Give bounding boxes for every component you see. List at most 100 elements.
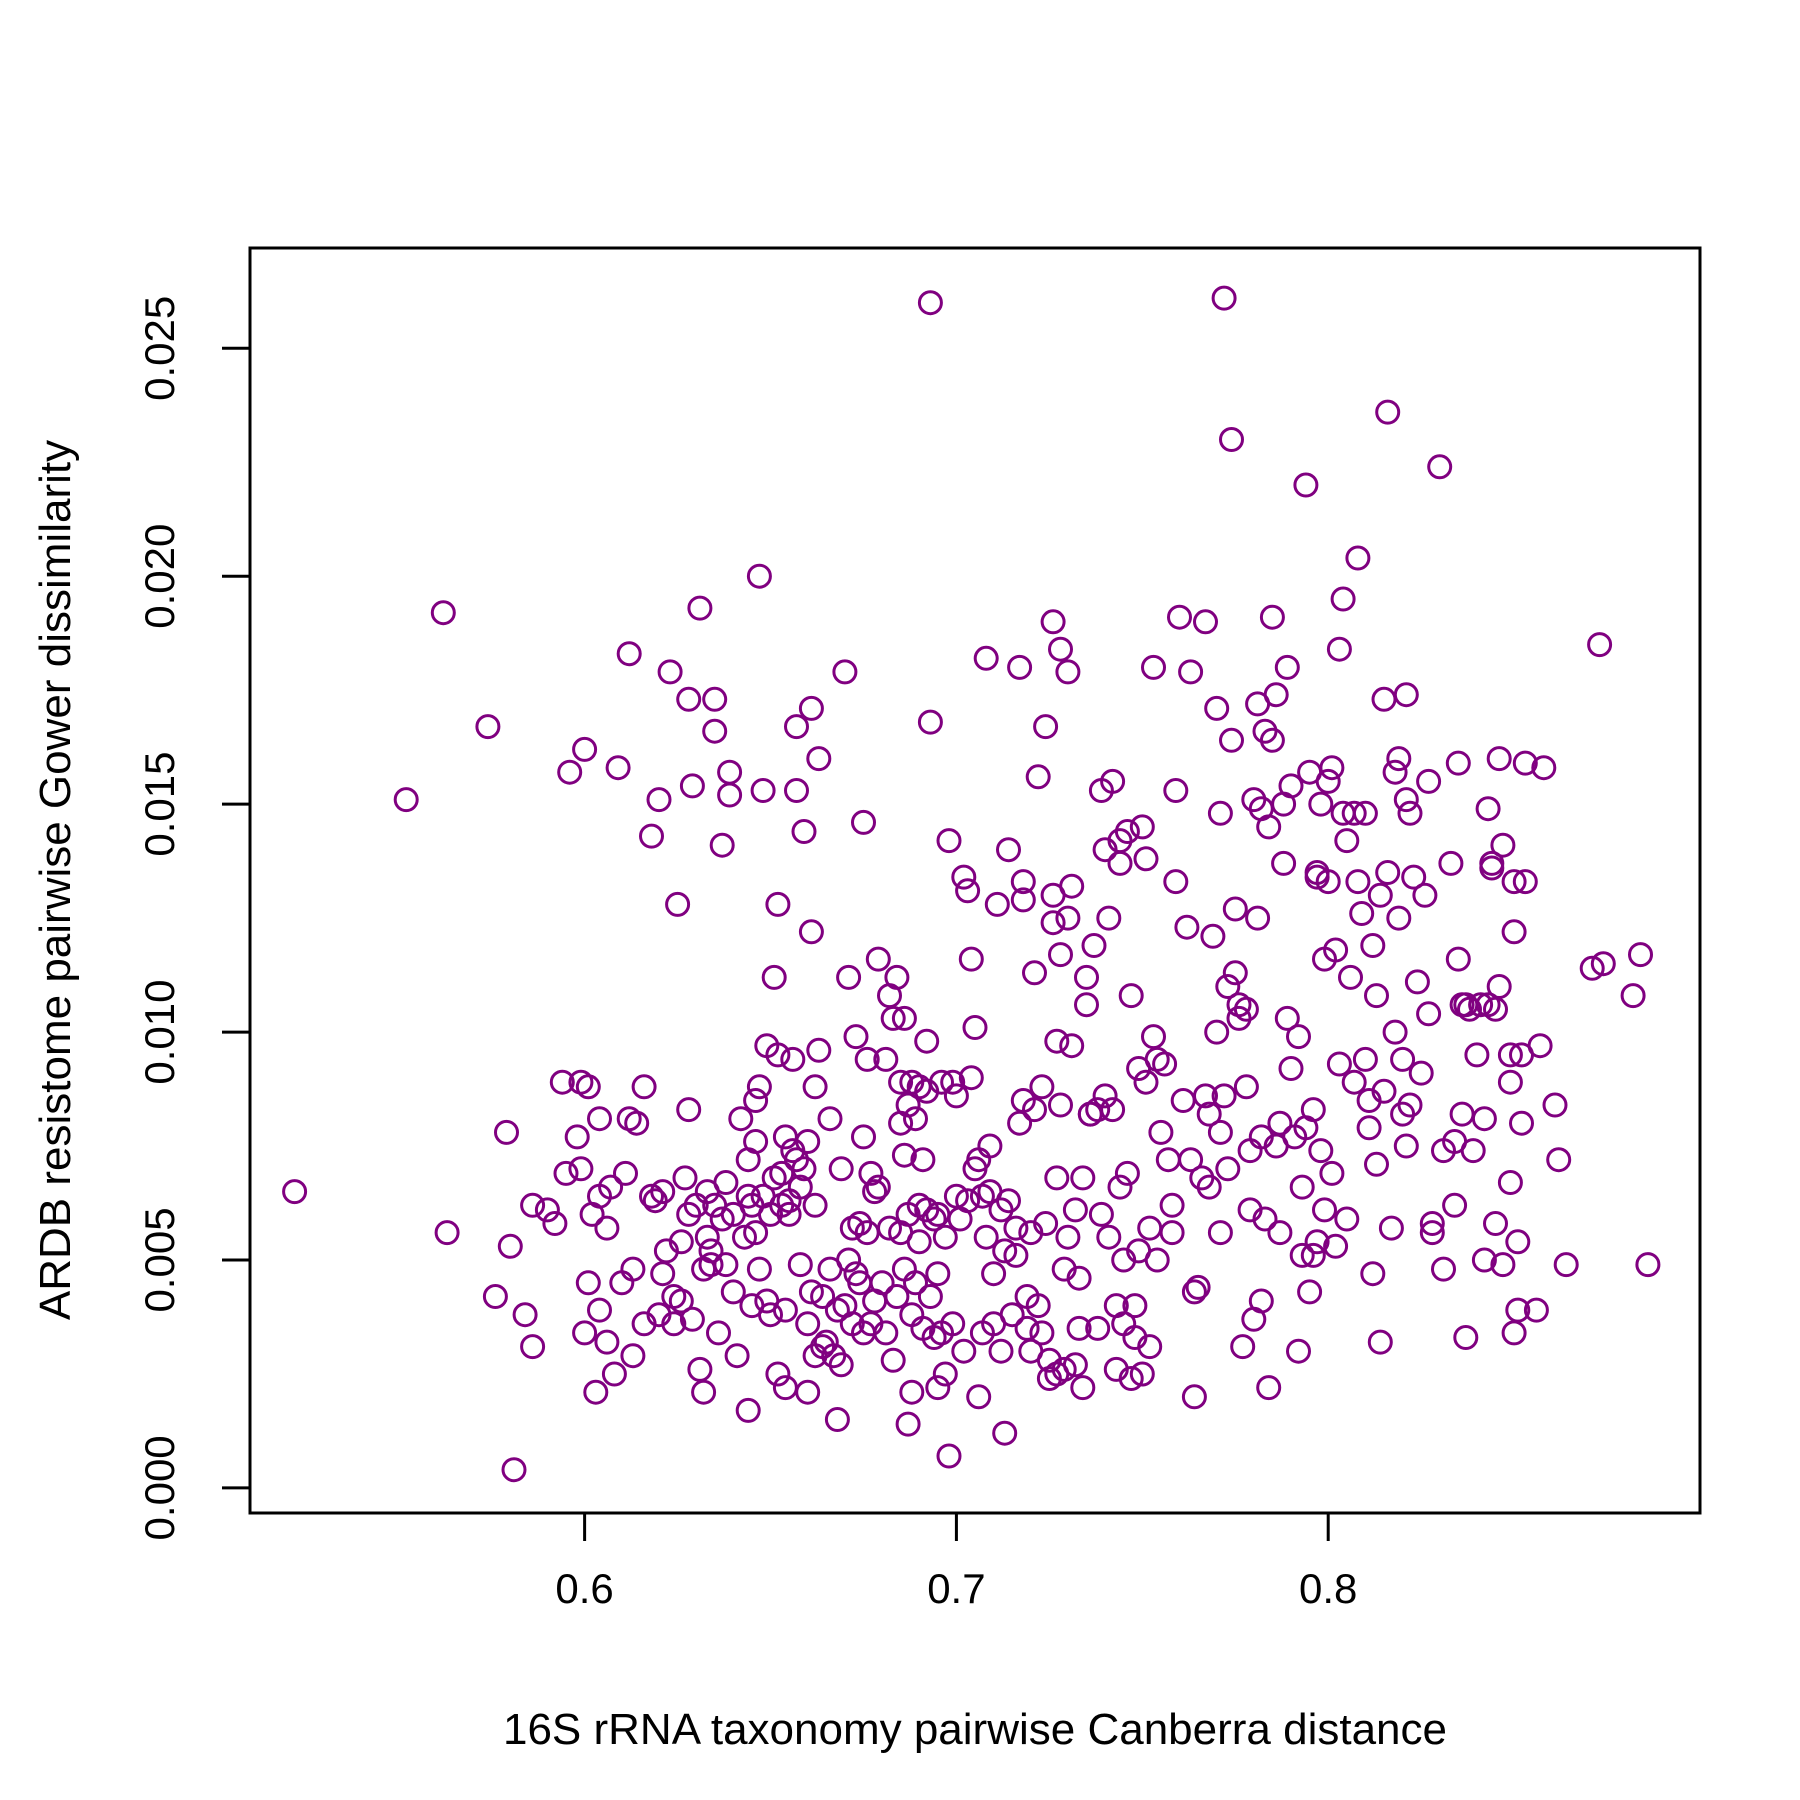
data-point — [1587, 632, 1613, 658]
data-point — [1178, 659, 1204, 685]
data-point — [713, 1170, 739, 1195]
data-point — [1271, 850, 1297, 876]
data-point — [813, 1329, 839, 1355]
data-point — [1360, 1261, 1386, 1287]
data-point — [1523, 1297, 1549, 1323]
data-point — [1382, 1019, 1408, 1045]
data-point — [687, 595, 713, 621]
data-point — [1159, 1192, 1185, 1218]
data-point — [795, 1129, 821, 1154]
data-point — [1416, 768, 1442, 794]
data-point — [888, 1069, 914, 1095]
data-point — [1416, 1001, 1442, 1027]
data-point — [1204, 695, 1230, 721]
data-point — [1475, 796, 1501, 822]
data-point — [717, 782, 743, 808]
data-point — [1334, 828, 1360, 854]
data-point — [1207, 1220, 1233, 1246]
data-point — [1066, 1315, 1092, 1341]
data-point — [891, 1256, 917, 1282]
data-point — [620, 1343, 646, 1369]
data-point — [702, 686, 728, 712]
data-point — [1025, 764, 1051, 790]
y-tick-label: 0.005 — [136, 1207, 183, 1312]
data-point — [955, 878, 981, 904]
data-point — [743, 1220, 769, 1246]
data-point — [865, 1174, 891, 1200]
data-point — [1326, 1051, 1352, 1077]
data-point — [1059, 1033, 1085, 1059]
data-point — [966, 1384, 992, 1410]
x-tick-label: 0.6 — [555, 1565, 613, 1612]
data-point — [1393, 1133, 1419, 1159]
data-point — [1062, 1352, 1088, 1378]
data-point — [1003, 1215, 1029, 1241]
data-point — [1152, 1051, 1178, 1077]
data-point — [1033, 714, 1059, 740]
data-point — [1590, 951, 1616, 977]
data-point — [1375, 860, 1401, 885]
data-point — [1497, 1170, 1523, 1195]
data-point — [1263, 682, 1289, 708]
data-point — [798, 919, 824, 945]
data-point — [1300, 1242, 1326, 1268]
data-point — [668, 1288, 694, 1314]
data-point — [393, 787, 419, 813]
data-point — [932, 1361, 958, 1387]
data-point — [795, 1379, 821, 1405]
data-point — [1326, 636, 1352, 662]
data-point — [549, 1069, 575, 1095]
data-point — [520, 1334, 546, 1360]
data-point — [557, 759, 583, 785]
data-point — [780, 1046, 806, 1072]
data-point — [936, 1443, 962, 1469]
data-point — [1007, 654, 1033, 680]
data-point — [672, 1165, 698, 1191]
data-point — [917, 1284, 943, 1309]
data-point — [1252, 1206, 1278, 1232]
data-point — [765, 891, 791, 917]
data-point — [992, 1420, 1018, 1446]
data-point — [798, 1279, 824, 1305]
data-point — [1219, 727, 1244, 753]
data-point — [1107, 850, 1133, 876]
data-point — [1274, 654, 1300, 680]
data-point — [587, 1106, 612, 1132]
data-point — [1338, 964, 1363, 990]
data-point — [1237, 1138, 1263, 1164]
data-point — [1062, 1197, 1088, 1223]
data-point — [1278, 773, 1304, 799]
data-point — [1181, 1384, 1207, 1410]
data-point — [1412, 882, 1438, 908]
data-point — [746, 1256, 772, 1282]
data-point — [1349, 901, 1375, 926]
data-point — [1531, 755, 1557, 781]
data-point — [735, 1397, 761, 1423]
data-point — [1471, 1247, 1497, 1273]
data-point — [1501, 1320, 1527, 1346]
data-point — [1304, 864, 1330, 890]
y-tick-label: 0.000 — [136, 1435, 183, 1540]
y-tick-label: 0.020 — [136, 524, 183, 629]
data-point — [613, 1160, 638, 1186]
data-point — [1219, 427, 1244, 452]
data-point — [873, 1046, 899, 1072]
data-point — [854, 1046, 880, 1072]
data-point — [962, 1015, 988, 1040]
data-point — [1193, 609, 1218, 635]
data-point — [620, 1256, 646, 1282]
data-point — [1196, 1101, 1222, 1127]
data-point — [984, 891, 1010, 917]
data-point — [758, 1302, 783, 1328]
data-point — [1289, 1174, 1315, 1200]
data-point — [836, 1247, 862, 1273]
data-point — [1445, 946, 1471, 972]
data-point — [698, 1252, 724, 1278]
data-point — [1211, 285, 1237, 311]
data-point — [575, 1270, 601, 1296]
data-point — [1085, 1097, 1111, 1123]
data-point — [988, 1338, 1014, 1364]
data-point — [1167, 604, 1192, 630]
data-point — [806, 1037, 832, 1063]
data-point — [430, 600, 456, 626]
